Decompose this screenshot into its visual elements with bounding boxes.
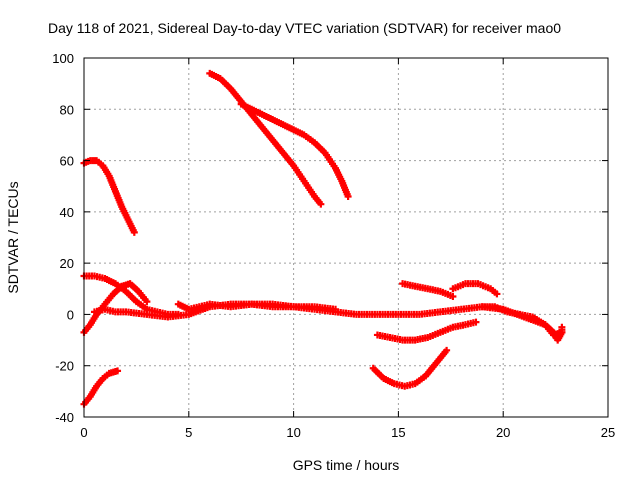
- y-tick-label: 80: [60, 102, 74, 117]
- data-point: [443, 346, 451, 354]
- data-point: [472, 318, 480, 326]
- series-arc-2: [206, 69, 325, 208]
- data-point: [317, 200, 325, 208]
- data-point: [332, 305, 340, 313]
- series-arc-9: [399, 280, 457, 300]
- x-tick-label: 0: [80, 425, 87, 440]
- series-arc-11: [373, 318, 480, 344]
- x-tick-label: 10: [286, 425, 300, 440]
- y-tick-label: 20: [60, 256, 74, 271]
- plot-frame: [83, 57, 609, 418]
- y-tick-label: -40: [55, 410, 74, 425]
- data-point: [558, 323, 566, 331]
- series-arc-4: [80, 367, 122, 408]
- series-arc-3: [237, 100, 352, 200]
- data-point: [449, 292, 457, 300]
- y-tick-label: -20: [55, 359, 74, 374]
- y-tick-label: 100: [52, 51, 74, 66]
- data-point: [130, 228, 138, 236]
- series-arc-12: [369, 346, 451, 390]
- y-tick-label: 0: [67, 307, 74, 322]
- grid-lines: [84, 58, 608, 417]
- x-tick-label: 5: [185, 425, 192, 440]
- data-point: [143, 298, 151, 306]
- series-arc-10: [449, 280, 501, 298]
- y-tick-label: 40: [60, 205, 74, 220]
- chart-title: Day 118 of 2021, Sidereal Day-to-day VTE…: [48, 20, 561, 36]
- y-axis-label: SDTVAR / TECUs: [5, 181, 21, 293]
- x-tick-label: 15: [391, 425, 405, 440]
- series-arc-5: [80, 272, 182, 318]
- data-marks: [80, 69, 566, 408]
- x-axis-label: GPS time / hours: [293, 457, 400, 473]
- x-tick-label: 25: [601, 425, 615, 440]
- series-arc-13: [478, 303, 566, 344]
- data-point: [493, 290, 501, 298]
- series-arc-1: [80, 157, 138, 236]
- data-point: [344, 192, 352, 200]
- data-point: [114, 367, 122, 375]
- y-tick-label: 60: [60, 154, 74, 169]
- series-arc-8: [174, 300, 340, 313]
- x-tick-label: 20: [496, 425, 510, 440]
- axis-ticks: 0 5 10 15 20 25 -40 -20 0 20 40 60 80 100: [52, 51, 615, 440]
